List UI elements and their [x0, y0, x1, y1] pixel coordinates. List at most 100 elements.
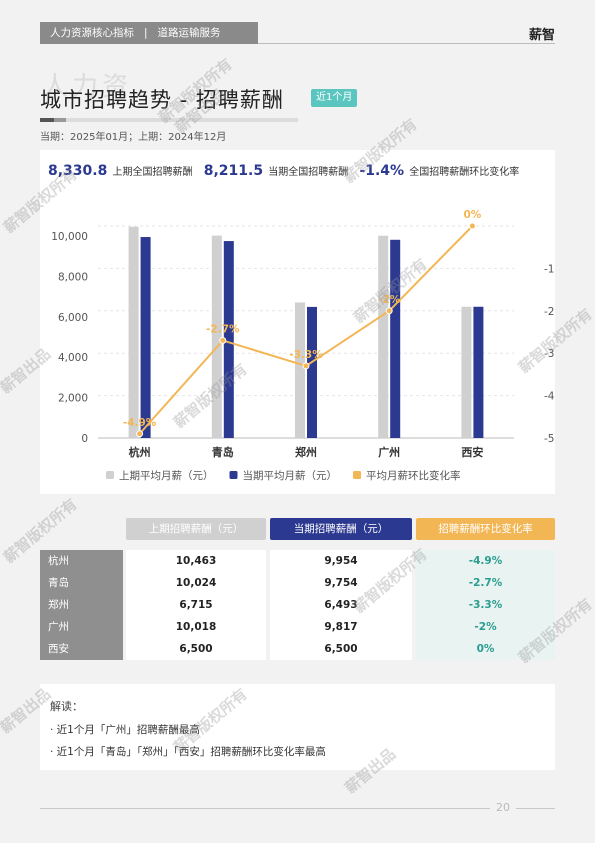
table-body: 杭州 10,463 9,954 -4.9% 青岛 10,024 9,754 -2…: [40, 550, 555, 660]
table-header-prev: 上期招聘薪酬（元）: [126, 518, 266, 540]
row-change: -2.7%: [416, 572, 555, 594]
nav-item-industry[interactable]: 道路运输服务: [157, 27, 221, 39]
rate-point: [219, 336, 227, 344]
table-row: 郑州 6,715 6,493 -3.3%: [40, 594, 555, 616]
y-left-tick-label: 8,000: [58, 271, 88, 283]
page-title: 城市招聘趋势 - 招聘薪酬: [40, 88, 284, 112]
header-divider: [258, 43, 555, 44]
footer-divider-right: [516, 808, 555, 809]
row-city: 西安: [40, 638, 123, 660]
row-prev: 6,500: [126, 638, 266, 660]
rate-point: [385, 307, 393, 315]
top-nav-bar: 人力资源核心指标 | 道路运输服务: [40, 22, 258, 44]
period-text: 当期：2025年01月；上期：2024年12月: [40, 132, 227, 143]
row-prev: 6,715: [126, 594, 266, 616]
legend-label: 当期平均月薪（元）: [243, 469, 338, 482]
rate-data-label: -3.3%: [289, 349, 323, 361]
bar-curr: [473, 306, 484, 438]
row-prev: 10,024: [126, 572, 266, 594]
row-curr: 9,754: [270, 572, 412, 594]
row-city: 郑州: [40, 594, 123, 616]
kpi-change-label: 全国招聘薪酬环比变化率: [409, 167, 520, 178]
title-underline: [40, 118, 298, 122]
note-item: · 近1个月「青岛」「郑州」「西安」招聘薪酬环比变化率最高: [50, 746, 326, 758]
y-left-tick-label: 6,000: [58, 312, 88, 324]
rate-data-label: -2.7%: [206, 323, 240, 335]
footer-divider: [40, 808, 490, 809]
rate-data-label: 0%: [463, 209, 481, 221]
bar-curr: [390, 239, 401, 438]
x-tick-label: 西安: [461, 445, 483, 459]
bar-curr: [307, 306, 317, 438]
ghost-title: 人力资: [42, 72, 133, 102]
y-left-tick-label: 10,000: [51, 231, 88, 243]
page-number: 20: [496, 801, 510, 814]
row-city: 青岛: [40, 572, 123, 594]
rate-point: [302, 362, 310, 370]
kpi-summary: 8,330.8 上期全国招聘薪酬 8,211.5 当期全国招聘薪酬 -1.4% …: [48, 162, 548, 182]
table-header-change: 招聘薪酬环比变化率: [416, 518, 555, 540]
row-prev: 10,463: [126, 550, 266, 572]
row-city: 杭州: [40, 550, 123, 572]
rate-data-label: -2%: [378, 294, 401, 306]
table-row: 广州 10,018 9,817 -2%: [40, 616, 555, 638]
kpi-curr-value: 8,211.5: [203, 163, 264, 179]
x-tick-label: 广州: [378, 445, 400, 459]
legend-swatch: [353, 471, 361, 479]
period-tag: 近1个月: [311, 89, 358, 107]
bar-prev: [378, 235, 389, 438]
y-right-tick-label: -2%: [544, 306, 555, 318]
notes-card: 解读： · 近1个月「广州」招聘薪酬最高 · 近1个月「青岛」「郑州」「西安」招…: [40, 684, 555, 770]
kpi-curr-label: 当期全国招聘薪酬: [268, 167, 349, 178]
y-right-tick-label: -5%: [544, 433, 555, 445]
bar-curr: [140, 237, 151, 438]
table-row: 西安 6,500 6,500 0%: [40, 638, 555, 660]
y-right-tick-label: -1%: [544, 263, 555, 275]
row-curr: 6,493: [270, 594, 412, 616]
bar-curr: [223, 241, 234, 438]
rate-line: [138, 225, 474, 435]
table-row: 杭州 10,463 9,954 -4.9%: [40, 550, 555, 572]
row-curr: 6,500: [270, 638, 412, 660]
legend-label: 上期平均月薪（元）: [119, 470, 214, 482]
table-row: 青岛 10,024 9,754 -2.7%: [40, 572, 555, 594]
bar-prev: [128, 226, 139, 438]
bar-prev: [295, 302, 305, 438]
row-curr: 9,954: [270, 550, 412, 572]
note-item: · 近1个月「广州」招聘薪酬最高: [50, 724, 200, 736]
x-tick-label: 青岛: [212, 445, 234, 459]
nav-separator: |: [144, 27, 148, 39]
row-change: -2%: [416, 616, 555, 638]
kpi-change-value: -1.4%: [359, 163, 405, 179]
y-left-tick-label: 2,000: [58, 393, 88, 405]
legend-swatch: [229, 471, 238, 479]
row-prev: 10,018: [126, 616, 266, 638]
row-change: 0%: [416, 638, 555, 660]
chart-card: 8,330.8 上期全国招聘薪酬 8,211.5 当期全国招聘薪酬 -1.4% …: [40, 150, 555, 494]
y-left-tick-label: 0: [81, 433, 88, 445]
rate-data-label: -4.9%: [123, 417, 157, 429]
rate-point: [136, 430, 144, 438]
legend-label: 平均月薪环比变化率: [366, 469, 461, 482]
row-change: -4.9%: [416, 550, 555, 572]
y-left-tick-label: 4,000: [58, 352, 88, 364]
bar-prev: [461, 306, 472, 438]
y-right-tick-label: -4%: [544, 391, 555, 403]
rate-point: [468, 222, 476, 230]
nav-item-hr-metrics[interactable]: 人力资源核心指标: [50, 27, 134, 39]
bar-prev: [211, 235, 222, 438]
salary-table: 上期招聘薪酬（元） 当期招聘薪酬（元） 招聘薪酬环比变化率 杭州 10,463 …: [40, 514, 555, 664]
row-curr: 9,817: [270, 616, 412, 638]
y-right-tick-label: -3%: [544, 348, 555, 360]
notes-title: 解读：: [50, 700, 83, 713]
x-tick-label: 郑州: [295, 445, 317, 459]
combo-chart: 0 2,000 4,000 6,000 8,000 10,000 -5% -4% -3% -2% -…: [51, 209, 555, 482]
brand-logo: 薪智: [528, 28, 555, 43]
kpi-prev-label: 上期全国招聘薪酬: [112, 167, 193, 178]
row-change: -3.3%: [416, 594, 555, 616]
row-city: 广州: [40, 616, 123, 638]
x-tick-label: 杭州: [129, 445, 151, 459]
legend-swatch: [106, 471, 114, 479]
table-header-curr: 当期招聘薪酬（元）: [270, 518, 412, 540]
kpi-prev-value: 8,330.8: [48, 163, 108, 179]
